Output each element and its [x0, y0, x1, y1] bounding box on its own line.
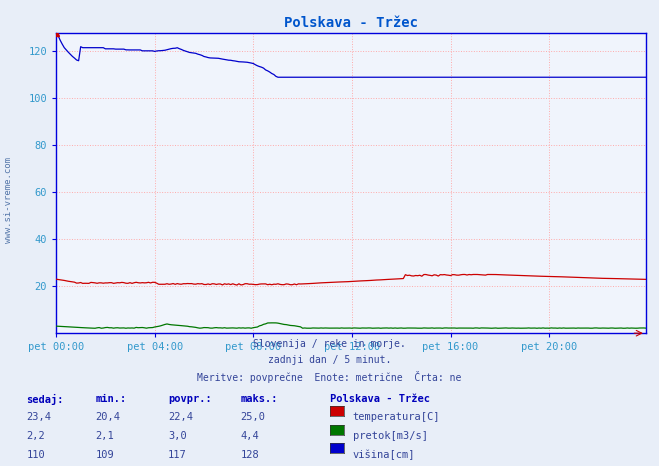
- Text: 2,1: 2,1: [96, 431, 114, 441]
- Text: višina[cm]: višina[cm]: [353, 450, 415, 460]
- Text: 128: 128: [241, 450, 259, 459]
- Text: 20,4: 20,4: [96, 412, 121, 422]
- Text: pretok[m3/s]: pretok[m3/s]: [353, 431, 428, 441]
- Text: zadnji dan / 5 minut.: zadnji dan / 5 minut.: [268, 355, 391, 365]
- Text: Meritve: povprečne  Enote: metrične  Črta: ne: Meritve: povprečne Enote: metrične Črta:…: [197, 371, 462, 383]
- Text: 23,4: 23,4: [26, 412, 51, 422]
- Text: maks.:: maks.:: [241, 394, 278, 404]
- Text: temperatura[C]: temperatura[C]: [353, 412, 440, 422]
- Text: Slovenija / reke in morje.: Slovenija / reke in morje.: [253, 339, 406, 349]
- Text: www.si-vreme.com: www.si-vreme.com: [4, 158, 13, 243]
- Text: 4,4: 4,4: [241, 431, 259, 441]
- Title: Polskava - Tržec: Polskava - Tržec: [284, 16, 418, 30]
- Text: sedaj:: sedaj:: [26, 394, 64, 405]
- Text: 25,0: 25,0: [241, 412, 266, 422]
- Text: 2,2: 2,2: [26, 431, 45, 441]
- Text: povpr.:: povpr.:: [168, 394, 212, 404]
- Text: 3,0: 3,0: [168, 431, 186, 441]
- Text: 22,4: 22,4: [168, 412, 193, 422]
- Text: Polskava - Tržec: Polskava - Tržec: [330, 394, 430, 404]
- Text: 117: 117: [168, 450, 186, 459]
- Text: 109: 109: [96, 450, 114, 459]
- Text: 110: 110: [26, 450, 45, 459]
- Text: min.:: min.:: [96, 394, 127, 404]
